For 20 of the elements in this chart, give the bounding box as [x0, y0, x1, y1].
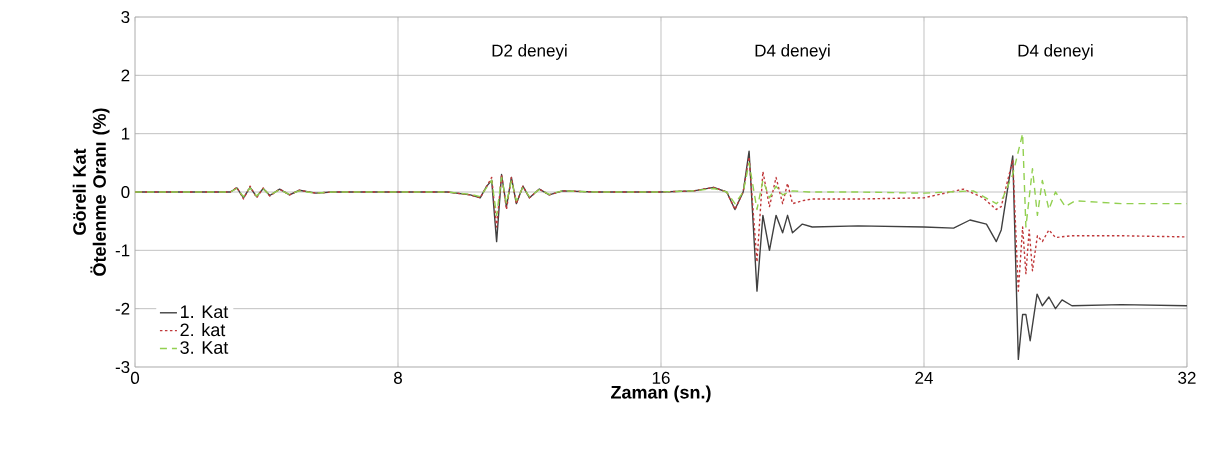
y-tick-label: 3	[121, 10, 130, 24]
x-tick-label: 32	[1178, 371, 1196, 384]
y-axis-title: Göreli Kat Ötelenme Oranı (%)	[72, 108, 110, 276]
x-tick-label: 24	[915, 371, 933, 384]
legend-label: 1. Kat	[181, 305, 229, 319]
y-tick-label: 0	[121, 185, 130, 199]
annotation: D4 deneyi	[755, 44, 830, 60]
x-axis-title: Zaman (sn.)	[611, 385, 711, 403]
annotation: D4 deneyi	[1018, 44, 1093, 60]
y-tick-label: -2	[115, 302, 130, 315]
x-tick-label: 8	[394, 371, 402, 384]
legend-label: 3. Kat	[180, 341, 229, 354]
x-tick-label: 0	[130, 371, 140, 384]
legend-label: 2. kat	[180, 323, 226, 337]
y-tick-label: 2	[121, 69, 130, 82]
y-tick-label: 1	[121, 127, 130, 140]
x-tick-label: 16	[652, 371, 670, 384]
y-tick-label: -3	[115, 360, 130, 374]
y-tick-label: -1	[115, 244, 130, 257]
annotation: D2 deneyi	[492, 44, 567, 60]
